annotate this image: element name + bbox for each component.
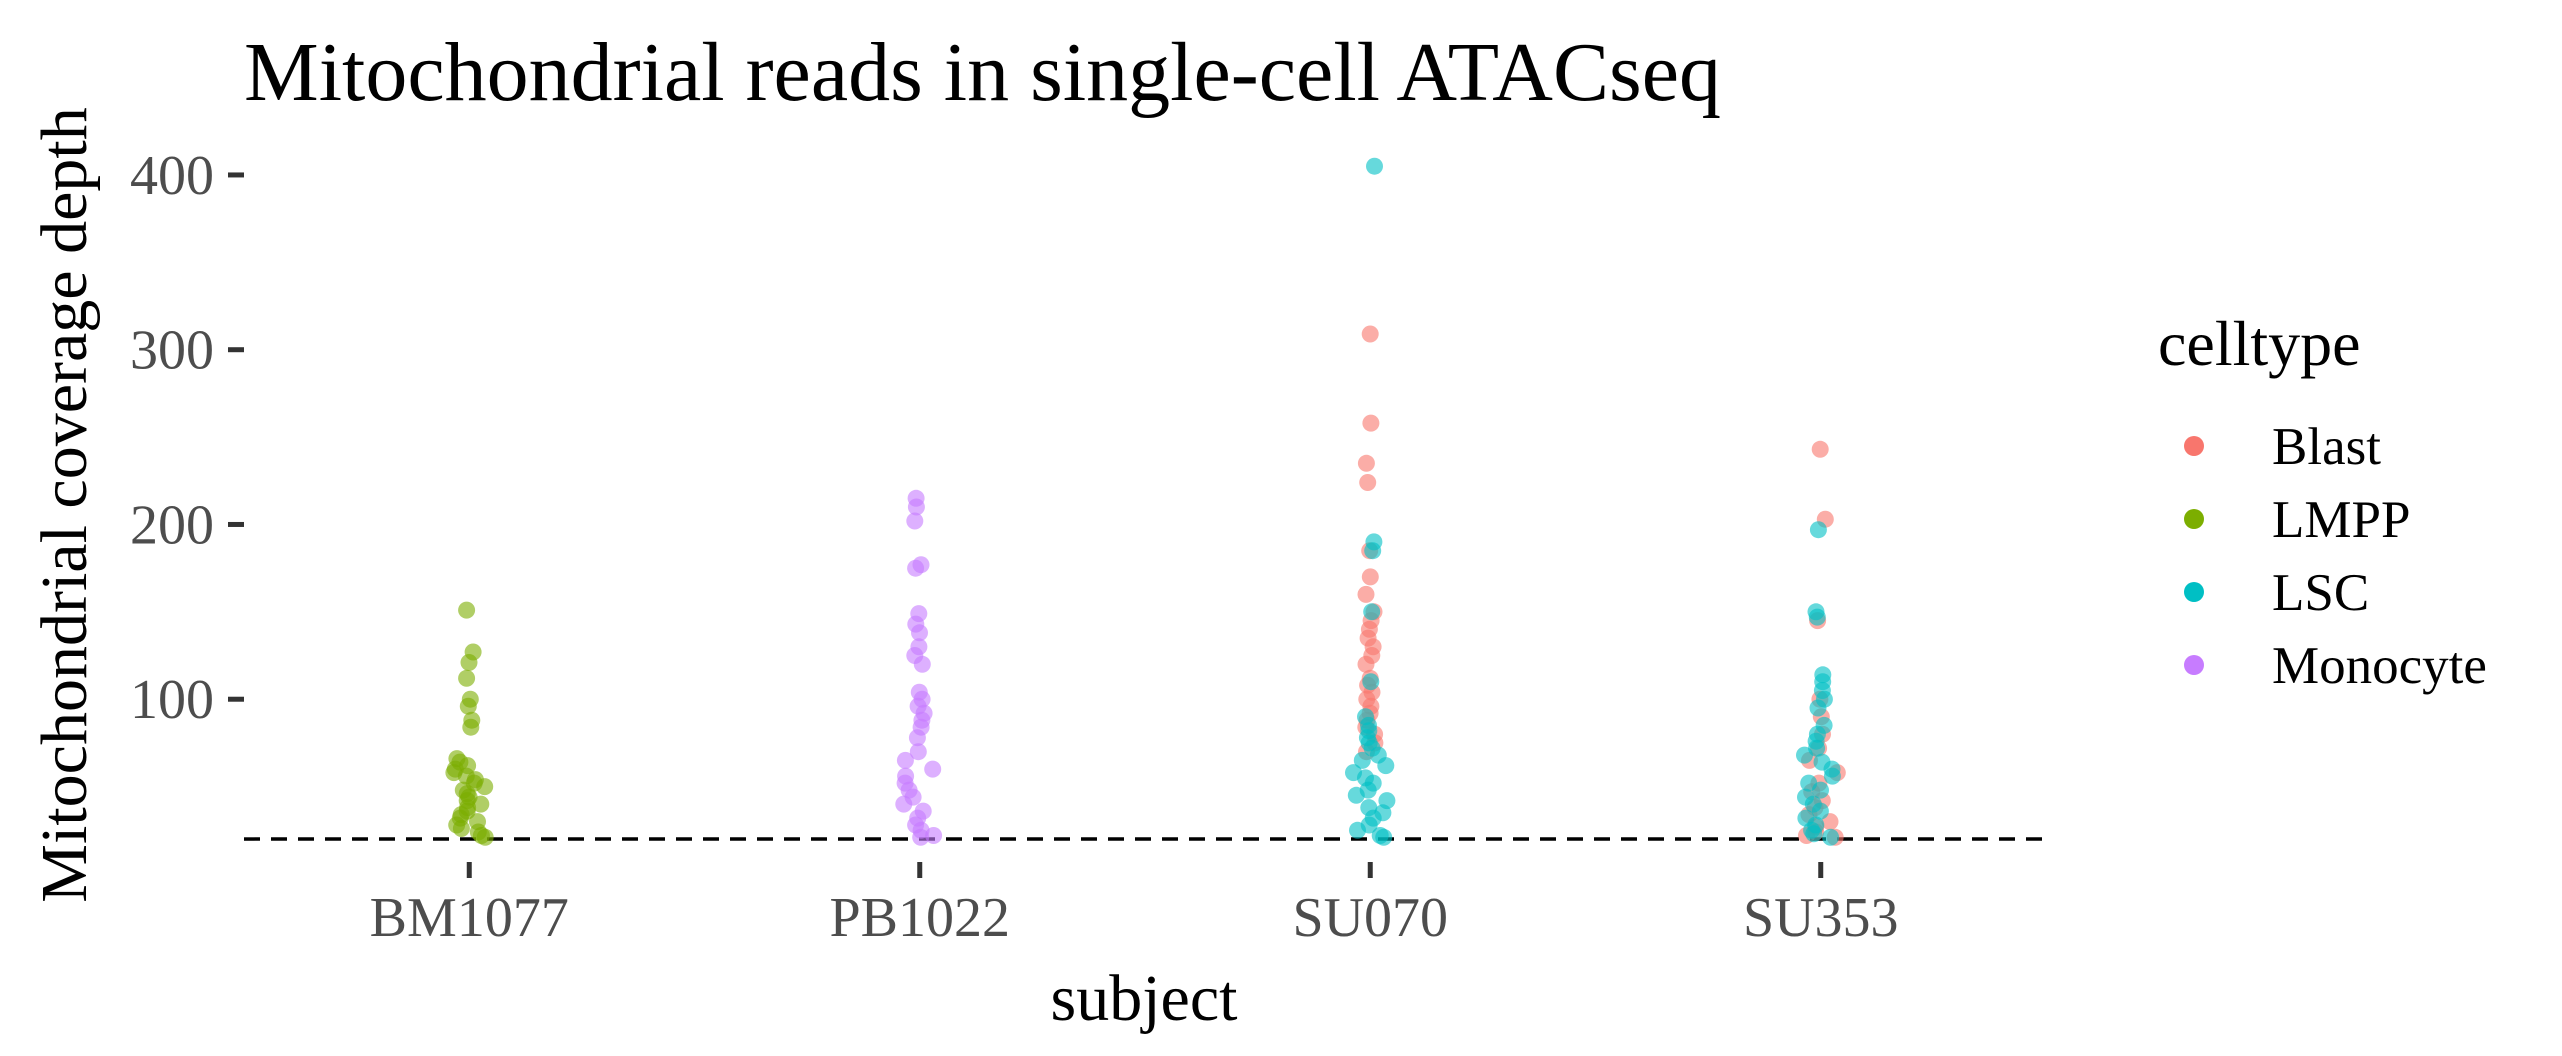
point-lsc-su353-20 xyxy=(1811,802,1829,820)
point-lmpp-bm1077-21 xyxy=(472,795,490,813)
series-monocyte xyxy=(895,489,943,846)
point-lsc-su070-2 xyxy=(1364,542,1382,560)
point-lsc-su070-18 xyxy=(1347,786,1365,804)
x-tick-label-SU070: SU070 xyxy=(1292,887,1448,949)
point-lsc-su070-4 xyxy=(1362,673,1380,691)
point-lsc-su353-12 xyxy=(1796,746,1813,764)
point-monocyte-pb1022-4 xyxy=(907,559,925,577)
y-axis-title: Mitochondrial coverage depth xyxy=(28,107,101,902)
series-lmpp xyxy=(445,601,494,846)
point-lsc-su353-0 xyxy=(1809,521,1827,539)
x-axis: BM1077 PB1022 SU070 SU353 xyxy=(370,862,1899,949)
legend-key-monocyte xyxy=(2184,655,2204,675)
x-tick-label-BM1077: BM1077 xyxy=(370,887,569,949)
point-monocyte-pb1022-7 xyxy=(911,624,928,642)
x-axis-title: subject xyxy=(1051,962,1238,1035)
point-monocyte-pb1022-17 xyxy=(908,729,926,747)
point-lsc-su353-2 xyxy=(1808,608,1826,626)
point-lsc-su353-7 xyxy=(1809,699,1827,717)
point-monocyte-pb1022-30 xyxy=(925,827,943,844)
point-monocyte-pb1022-25 xyxy=(895,795,913,813)
y-tick-label-300: 300 xyxy=(130,320,214,382)
point-monocyte-pb1022-31 xyxy=(912,828,930,846)
point-lsc-su070-24 xyxy=(1349,821,1366,839)
legend-title: celltype xyxy=(2158,308,2361,379)
point-blast-su070-0 xyxy=(1361,325,1379,343)
x-tick-label-PB1022: PB1022 xyxy=(830,887,1011,949)
point-lsc-su353-15 xyxy=(1823,767,1841,785)
point-monocyte-pb1022-1 xyxy=(907,498,925,516)
legend-key-blast xyxy=(2184,436,2204,456)
y-tick-label-400: 400 xyxy=(130,145,214,207)
legend-label-monocyte: Monocyte xyxy=(2272,637,2487,695)
point-lmpp-bm1077-5 xyxy=(459,697,477,715)
legend-label-lmpp: LMPP xyxy=(2272,491,2410,549)
point-lmpp-bm1077-0 xyxy=(458,601,476,619)
y-axis: 100 200 300 400 xyxy=(130,145,244,731)
y-tick-label-200: 200 xyxy=(130,494,214,556)
point-lmpp-bm1077-2 xyxy=(460,654,478,671)
legend-key-lmpp xyxy=(2184,509,2204,529)
series-blast xyxy=(1357,325,1846,846)
point-lmpp-bm1077-7 xyxy=(462,718,480,736)
point-lsc-su070-3 xyxy=(1363,603,1381,621)
legend-label-blast: Blast xyxy=(2272,418,2381,476)
point-monocyte-pb1022-19 xyxy=(896,751,914,769)
point-blast-su070-6 xyxy=(1357,585,1375,603)
legend: celltype Blast LMPP LSC Monocyte xyxy=(2158,308,2487,695)
point-monocyte-pb1022-18 xyxy=(909,743,927,761)
point-lmpp-bm1077-31 xyxy=(476,828,494,846)
point-blast-su070-3 xyxy=(1359,474,1377,491)
point-blast-su070-2 xyxy=(1357,454,1375,472)
point-lsc-su070-12 xyxy=(1353,751,1371,769)
point-lsc-su070-26 xyxy=(1375,828,1393,846)
chart-title: Mitochondrial reads in single-cell ATACs… xyxy=(244,26,1721,119)
point-monocyte-pb1022-10 xyxy=(913,655,931,673)
plot-area xyxy=(244,157,2046,846)
point-lsc-su070-13 xyxy=(1377,757,1395,775)
point-lsc-su353-24 xyxy=(1805,825,1823,843)
x-tick-label-SU353: SU353 xyxy=(1743,887,1899,949)
legend-label-lsc: LSC xyxy=(2272,564,2369,622)
point-lsc-su353-17 xyxy=(1812,781,1829,799)
series-lsc xyxy=(1345,157,1841,846)
legend-key-lsc xyxy=(2184,582,2204,602)
y-tick-label-100: 100 xyxy=(130,669,214,731)
point-lsc-su070-0 xyxy=(1366,157,1383,175)
point-lsc-su353-25 xyxy=(1822,828,1840,846)
point-monocyte-pb1022-20 xyxy=(924,760,942,778)
point-lmpp-bm1077-16 xyxy=(476,778,494,796)
point-blast-su070-1 xyxy=(1362,414,1380,432)
point-blast-su070-13 xyxy=(1357,655,1375,673)
point-monocyte-pb1022-2 xyxy=(906,512,924,530)
point-lmpp-bm1077-28 xyxy=(452,820,470,837)
point-blast-su353-0 xyxy=(1811,440,1829,458)
point-blast-su070-5 xyxy=(1361,568,1379,586)
point-lmpp-bm1077-3 xyxy=(458,669,476,687)
